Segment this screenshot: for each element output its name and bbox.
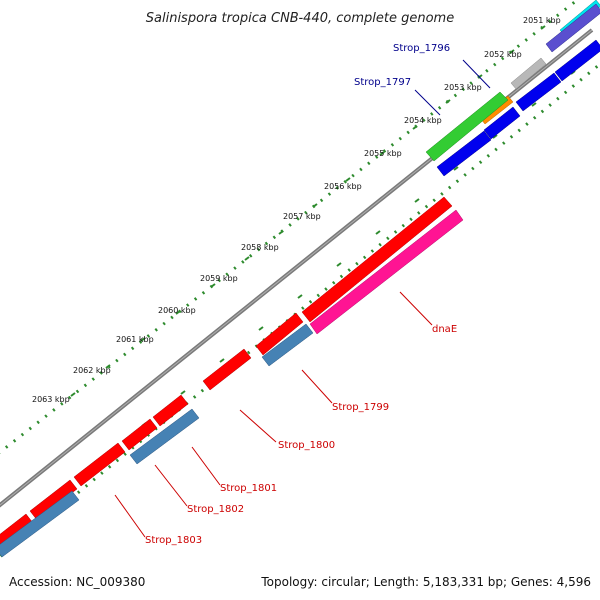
gene-red-3[interactable] xyxy=(202,348,252,391)
label-strop-1797[interactable]: Strop_1797 xyxy=(354,77,411,88)
gene-blue-3[interactable] xyxy=(483,106,521,140)
gene-red-4[interactable] xyxy=(152,394,189,427)
map-title: Salinispora tropica CNB-440, complete ge… xyxy=(146,11,454,26)
gene-strop-1801[interactable] xyxy=(129,408,200,465)
gene-gray[interactable] xyxy=(510,57,547,90)
label-dnaE[interactable]: dnaE xyxy=(432,324,457,335)
kbp-label: 2063 kbp xyxy=(32,395,70,404)
kbp-label: 2058 kbp xyxy=(241,243,279,252)
label-strop-1796[interactable]: Strop_1796 xyxy=(393,43,450,54)
gene-strop-1797[interactable] xyxy=(425,91,509,162)
label-strop-1803[interactable]: Strop_1803 xyxy=(145,535,202,546)
kbp-label: 2059 kbp xyxy=(200,274,238,283)
label-strop-1800[interactable]: Strop_1800 xyxy=(278,440,335,451)
outer-major-ticks xyxy=(70,25,546,397)
gene-red-2[interactable] xyxy=(255,312,304,356)
gene-labels: Strop_1796 Strop_1797 dnaE Strop_1799 St… xyxy=(145,43,457,546)
gene-strop-1803[interactable] xyxy=(0,490,80,558)
label-strop-1802[interactable]: Strop_1802 xyxy=(187,504,244,515)
inner-strand-genes xyxy=(0,3,600,558)
label-leader-lines xyxy=(114,59,491,538)
kbp-label: 2061 kbp xyxy=(116,335,154,344)
kbp-label: 2052 kbp xyxy=(484,50,522,59)
gene-red-long[interactable] xyxy=(301,196,453,323)
topology-text: Topology: circular; Length: 5,183,331 bp… xyxy=(260,575,591,589)
label-strop-1801[interactable]: Strop_1801 xyxy=(220,483,277,494)
gene-dnaE[interactable] xyxy=(309,209,464,335)
outer-tick-ring xyxy=(0,0,580,455)
kbp-label: 2055 kbp xyxy=(364,149,402,158)
gene-red-5[interactable] xyxy=(121,418,158,451)
gene-strop-1799[interactable] xyxy=(261,323,314,367)
kbp-label: 2057 kbp xyxy=(283,212,321,221)
gene-blue-2[interactable] xyxy=(515,72,562,112)
gene-red-6[interactable] xyxy=(73,442,126,487)
gene-slate-blue[interactable] xyxy=(545,3,600,53)
gene-blue-1[interactable] xyxy=(554,39,600,82)
kbp-label: 2062 kbp xyxy=(73,366,111,375)
kbp-label: 2054 kbp xyxy=(404,116,442,125)
label-strop-1799[interactable]: Strop_1799 xyxy=(332,402,389,413)
inner-tick-ring xyxy=(0,62,600,559)
accession-text: Accession: NC_009380 xyxy=(9,575,145,589)
kbp-label: 2051 kbp xyxy=(523,16,561,25)
outer-strand-genes xyxy=(0,0,600,549)
gene-red-7[interactable] xyxy=(29,479,78,521)
scale-labels: 2051 kbp 2052 kbp 2053 kbp 2054 kbp 2055… xyxy=(32,16,561,404)
kbp-label: 2053 kbp xyxy=(444,83,482,92)
gene-blue-4[interactable] xyxy=(436,130,492,177)
kbp-label: 2060 kbp xyxy=(158,306,196,315)
kbp-label: 2056 kbp xyxy=(324,182,362,191)
